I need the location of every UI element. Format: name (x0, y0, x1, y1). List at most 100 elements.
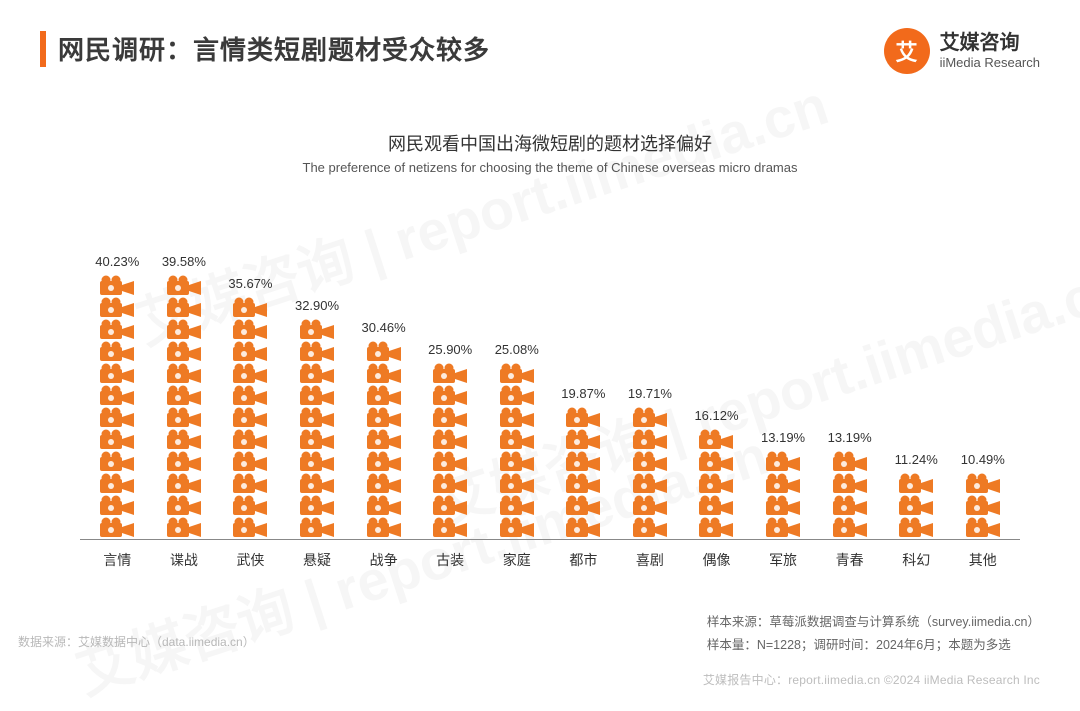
camera-icon (429, 363, 471, 385)
camera-icon (496, 495, 538, 517)
camera-icon (363, 363, 405, 385)
camera-icon (163, 341, 205, 363)
camera-icon (829, 495, 871, 517)
camera-icon (829, 473, 871, 495)
x-label: 喜剧 (617, 550, 684, 570)
bar-value-label: 16.12% (694, 408, 738, 423)
camera-icon (96, 297, 138, 319)
camera-icon (496, 451, 538, 473)
x-label: 都市 (550, 550, 617, 570)
camera-icon (429, 473, 471, 495)
bar-7: 19.87% (550, 386, 617, 539)
bar-13: 10.49% (950, 452, 1017, 539)
bar-value-label: 25.90% (428, 342, 472, 357)
bar-body (895, 473, 937, 539)
logo-mark-icon: 艾 (884, 28, 930, 74)
bar-body (562, 407, 604, 539)
camera-icon (829, 451, 871, 473)
camera-icon (296, 407, 338, 429)
camera-icon (962, 517, 1004, 539)
camera-icon (429, 495, 471, 517)
bar-body (695, 429, 737, 539)
bar-11: 13.19% (816, 430, 883, 539)
footer-source-left: 数据来源：艾媒数据中心（data.iimedia.cn） (18, 633, 255, 650)
bar-2: 35.67% (217, 276, 284, 539)
bar-value-label: 13.19% (761, 430, 805, 445)
camera-icon (363, 451, 405, 473)
bar-body (363, 341, 405, 539)
x-label: 军旅 (750, 550, 817, 570)
camera-icon (429, 407, 471, 429)
camera-icon (629, 495, 671, 517)
camera-icon (695, 517, 737, 539)
camera-icon (229, 363, 271, 385)
camera-icon (762, 473, 804, 495)
footer-right-line2: 样本量：N=1228；调研时间：2024年6月；本题为多选 (707, 634, 1040, 658)
bar-body (163, 275, 205, 539)
camera-icon (962, 473, 1004, 495)
x-label: 家庭 (483, 550, 550, 570)
camera-icon (163, 275, 205, 297)
bar-8: 19.71% (617, 386, 684, 539)
camera-icon (229, 495, 271, 517)
camera-icon (562, 495, 604, 517)
camera-icon (296, 473, 338, 495)
x-label: 古装 (417, 550, 484, 570)
camera-icon (629, 429, 671, 451)
bar-body (762, 451, 804, 539)
bar-6: 25.08% (483, 342, 550, 539)
bar-5: 25.90% (417, 342, 484, 539)
bar-value-label: 19.71% (628, 386, 672, 401)
camera-icon (895, 495, 937, 517)
camera-icon (363, 429, 405, 451)
camera-icon (96, 495, 138, 517)
bar-value-label: 19.87% (561, 386, 605, 401)
bar-value-label: 13.19% (828, 430, 872, 445)
x-label: 武侠 (217, 550, 284, 570)
x-label: 青春 (816, 550, 883, 570)
brand-logo: 艾 艾媒咨询 iiMedia Research (884, 28, 1040, 74)
x-label: 悬疑 (284, 550, 351, 570)
camera-icon (296, 341, 338, 363)
camera-icon (762, 517, 804, 539)
x-label: 偶像 (683, 550, 750, 570)
camera-icon (695, 473, 737, 495)
bar-value-label: 30.46% (362, 320, 406, 335)
camera-icon (229, 319, 271, 341)
bar-value-label: 10.49% (961, 452, 1005, 467)
bar-value-label: 32.90% (295, 298, 339, 313)
camera-icon (229, 297, 271, 319)
bar-3: 32.90% (284, 298, 351, 539)
x-label: 谍战 (151, 550, 218, 570)
camera-icon (163, 319, 205, 341)
camera-icon (163, 363, 205, 385)
bar-4: 30.46% (350, 320, 417, 539)
camera-icon (296, 385, 338, 407)
camera-icon (562, 429, 604, 451)
chart-title-cn: 网民观看中国出海微短剧的题材选择偏好 (80, 130, 1020, 156)
camera-icon (96, 429, 138, 451)
camera-icon (363, 495, 405, 517)
camera-icon (562, 451, 604, 473)
camera-icon (229, 473, 271, 495)
camera-icon (829, 517, 871, 539)
camera-icon (363, 517, 405, 539)
chart: 网民观看中国出海微短剧的题材选择偏好 The preference of net… (80, 130, 1020, 570)
x-label: 其他 (950, 550, 1017, 570)
camera-icon (296, 495, 338, 517)
camera-icon (163, 297, 205, 319)
camera-icon (962, 495, 1004, 517)
camera-icon (96, 341, 138, 363)
camera-icon (496, 473, 538, 495)
x-label: 言情 (84, 550, 151, 570)
camera-icon (496, 385, 538, 407)
x-axis-labels: 言情谍战武侠悬疑战争古装家庭都市喜剧偶像军旅青春科幻其他 (80, 550, 1020, 570)
bar-value-label: 39.58% (162, 254, 206, 269)
camera-icon (296, 517, 338, 539)
camera-icon (96, 275, 138, 297)
footer-source-right: 样本来源：草莓派数据调查与计算系统（survey.iimedia.cn） 样本量… (707, 611, 1040, 659)
accent-bar (40, 31, 46, 67)
bar-value-label: 11.24% (895, 452, 938, 467)
camera-icon (96, 363, 138, 385)
camera-icon (163, 429, 205, 451)
